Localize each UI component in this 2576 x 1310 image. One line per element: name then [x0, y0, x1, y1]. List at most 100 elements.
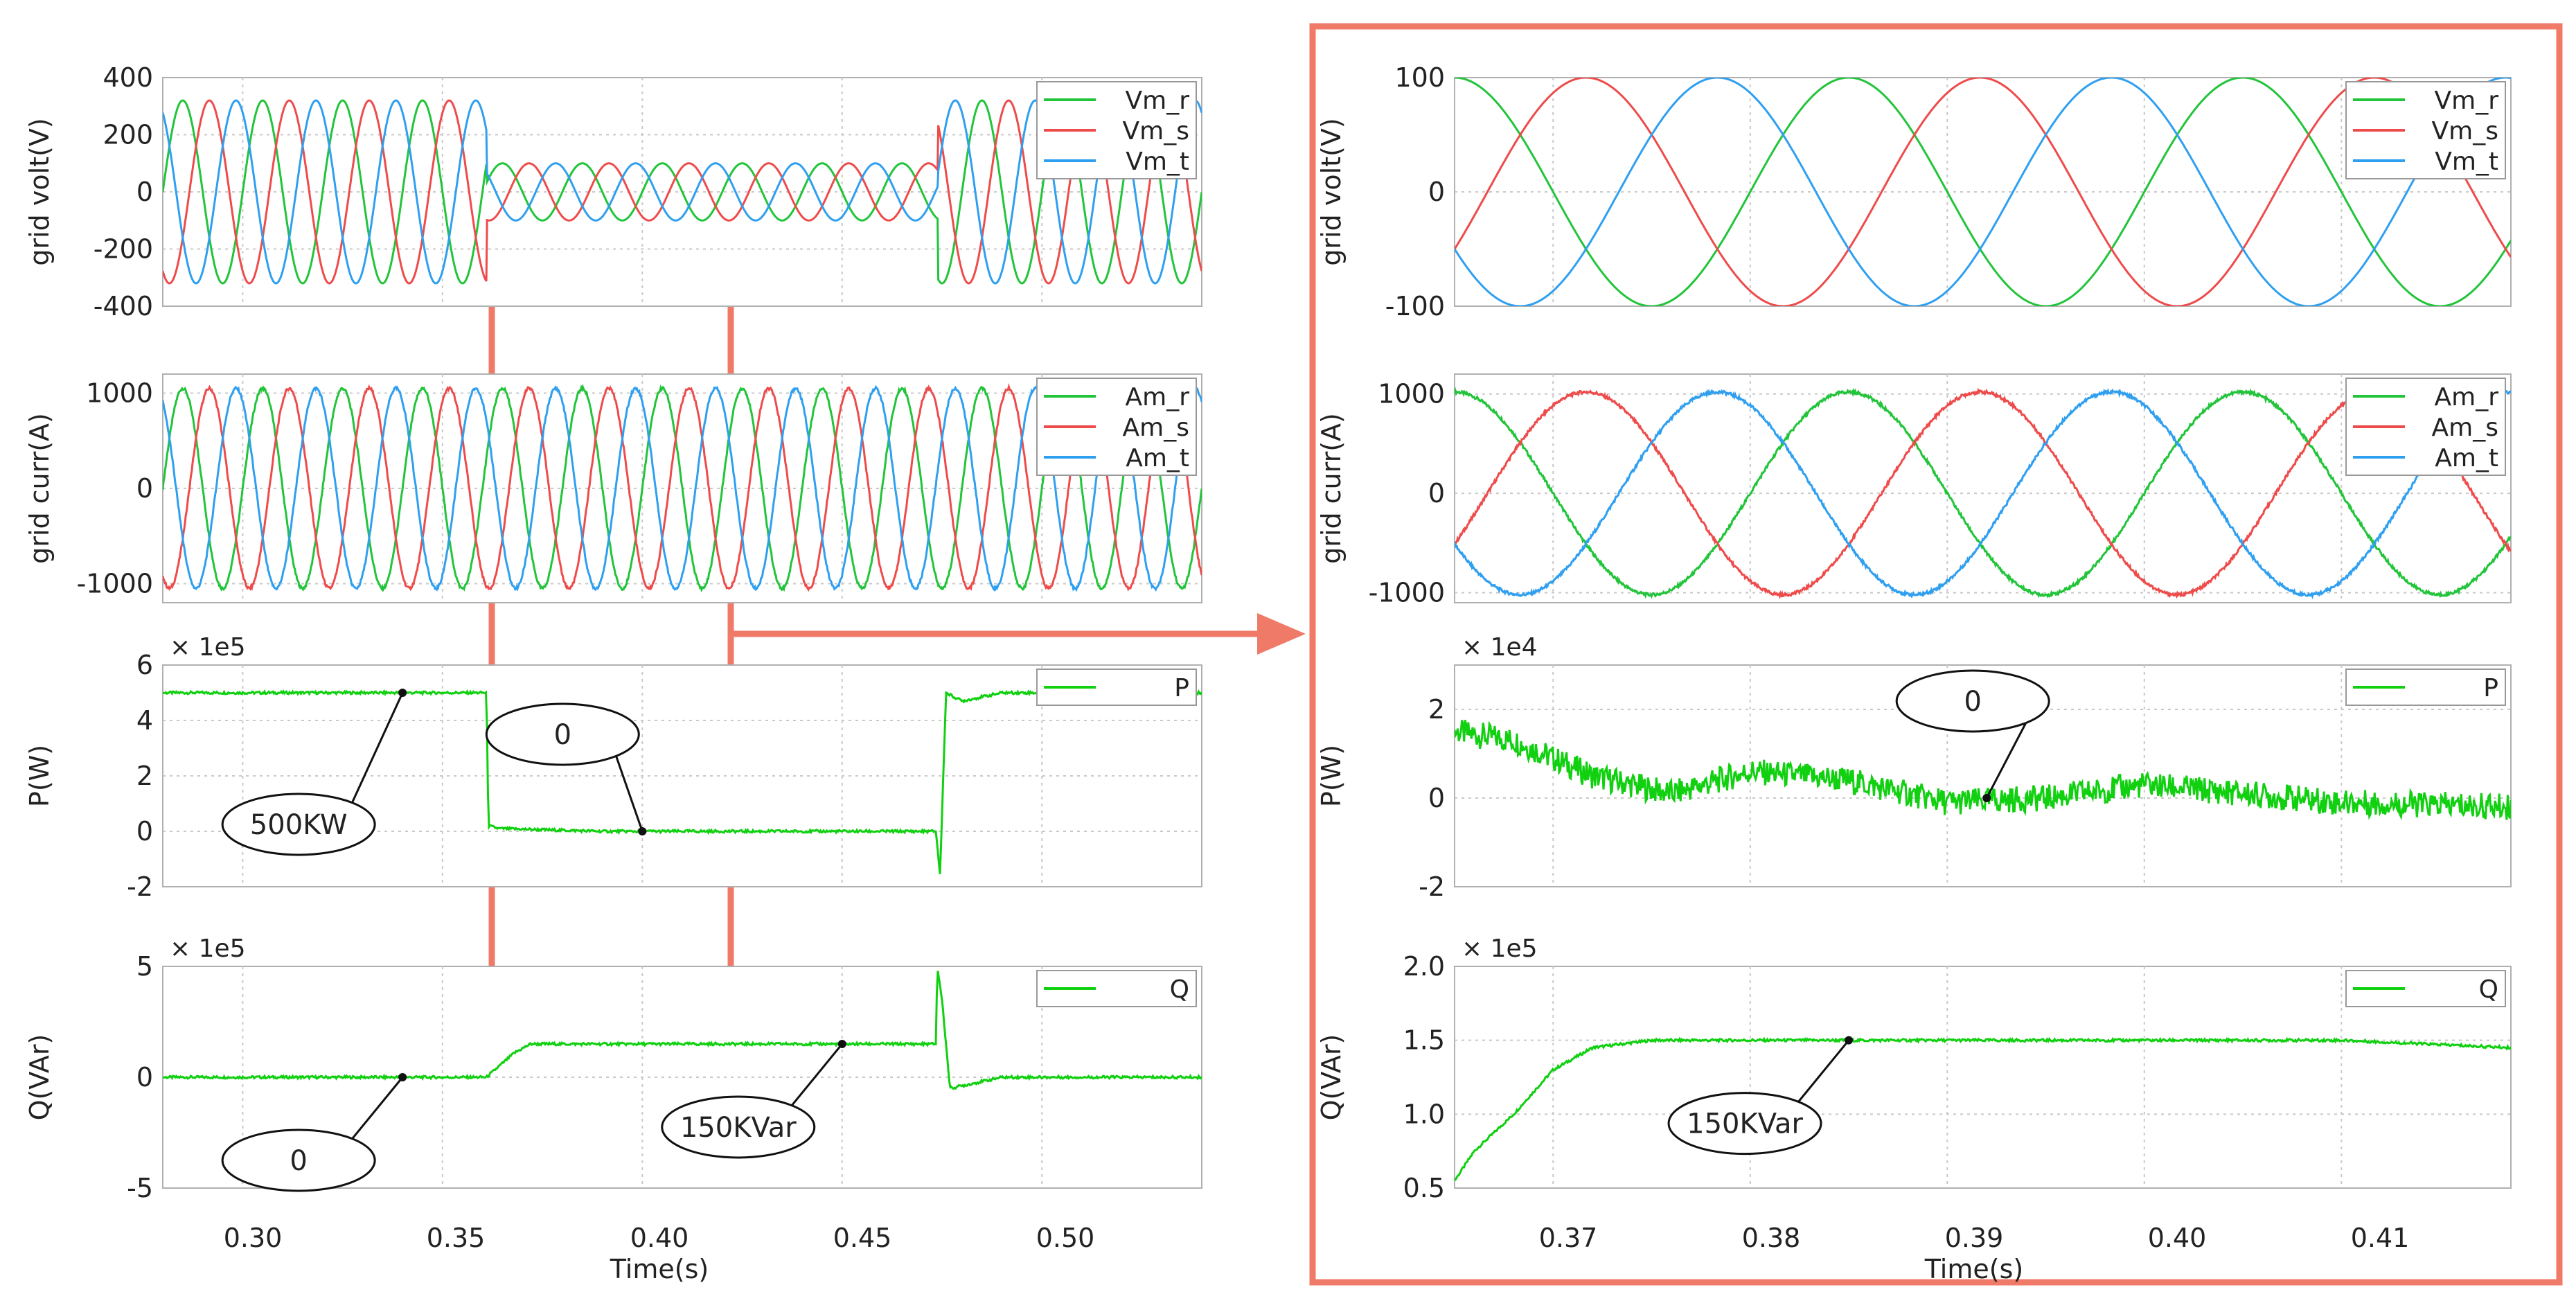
annotation-arrowhead — [1982, 794, 1991, 802]
series-line-P — [1455, 719, 2511, 821]
y-axis-title: grid curr(A) — [24, 413, 55, 564]
y-tick-label: 0 — [136, 1062, 153, 1092]
series-line-Am_r — [1455, 387, 2511, 599]
annotation-bubble — [221, 1128, 376, 1192]
plot-area — [1454, 966, 2512, 1189]
series-line-Vm_t — [1455, 78, 2511, 306]
right-x-tick: 0.40 — [2148, 1223, 2207, 1253]
y-axis-title: grid curr(A) — [1316, 413, 1347, 564]
legend-label: P — [1174, 674, 1189, 702]
legend-label: Vm_r — [2435, 87, 2499, 115]
y-tick-label: 2 — [1428, 694, 1445, 725]
zoom-arrow-head — [1257, 613, 1306, 655]
left-x-tick: 0.50 — [1036, 1223, 1095, 1253]
legend: P — [2345, 669, 2506, 706]
axis-scale-label: × 1e4 — [1462, 633, 1538, 662]
annotation-bubble — [221, 793, 376, 856]
y-tick-label: 0 — [1428, 177, 1445, 207]
annotation-bubble — [1667, 1092, 1822, 1156]
annotation-arrowhead — [837, 1040, 846, 1048]
series-line-Q — [163, 971, 1202, 1090]
y-tick-label: 6 — [136, 650, 153, 680]
zoomed-panel-frame — [1309, 23, 2563, 1286]
series-line-Am_t — [1455, 388, 2511, 600]
series-group — [163, 382, 1202, 593]
legend-label: Q — [2479, 975, 2498, 1004]
y-axis-title: P(W) — [1316, 745, 1347, 807]
y-tick-label: 0 — [1428, 478, 1445, 508]
left-x-tick: 0.35 — [427, 1223, 486, 1253]
annotation-arrowhead — [398, 689, 407, 697]
series-line-Am_s — [1455, 387, 2511, 600]
legend-label: Vm_r — [1126, 87, 1190, 115]
y-tick-label: 0 — [136, 177, 153, 207]
legend: Q — [1036, 970, 1197, 1007]
right-current-chart: 1000 0 -1000 grid curr(A) Am_r Am_sAm_t — [1316, 373, 2512, 608]
right-x-tick: 0.37 — [1539, 1223, 1598, 1253]
y-tick-label: 1000 — [86, 378, 153, 409]
series-group — [1455, 1036, 2511, 1182]
series-line-Q — [1455, 1036, 2511, 1182]
y-tick-label: -100 — [1385, 291, 1445, 321]
y-tick-label: 5 — [136, 951, 153, 982]
y-tick-label: 1000 — [1378, 379, 1445, 409]
left-voltage-chart: 400 200 0 -200 -400 grid volt(V) Vm_rVm_s Vm_t — [24, 62, 1202, 321]
legend: Vm_rVm_s Vm_t — [2345, 81, 2506, 179]
right-x-axis-title: Time(s) — [1924, 1254, 2023, 1284]
right-q-chart: 2.0 1.5 1.0 0.5 Q(VAr) × 1e5 Q 150KVar — [1316, 935, 2512, 1203]
legend-label: Am_s — [2432, 414, 2498, 442]
annotation-leader — [350, 1077, 404, 1140]
y-tick-label: 0.5 — [1403, 1173, 1445, 1203]
legend-label: Vm_s — [2432, 117, 2498, 145]
series-line-Vm_t — [163, 99, 1202, 285]
annotation-bubble — [1895, 669, 2050, 733]
y-tick-label: -5 — [127, 1173, 153, 1203]
right-x-tick: 0.39 — [1945, 1223, 2004, 1253]
series-line-Vm_r — [1455, 78, 2511, 306]
legend-label: Am_t — [1126, 444, 1189, 472]
annotation-leader — [614, 755, 643, 832]
annotation-leader — [350, 692, 404, 804]
y-tick-label: 2.0 — [1403, 951, 1445, 982]
y-tick-label: -200 — [94, 234, 153, 265]
series-line-P — [163, 689, 1202, 874]
y-tick-label: 2 — [136, 761, 153, 791]
right-voltage-chart: 100 0 -100 grid volt(V) Vm_rVm_s Vm_t — [1316, 62, 2512, 321]
legend-label: Q — [1170, 975, 1189, 1004]
annotation-bubble — [661, 1095, 816, 1159]
y-tick-label: 400 — [103, 62, 153, 93]
y-tick-label: -2 — [1419, 871, 1445, 902]
right-x-tick: 0.38 — [1742, 1223, 1801, 1253]
annotation-label: 0 — [554, 719, 571, 751]
left-x-tick: 0.40 — [630, 1223, 689, 1253]
annotation-label: 150KVar — [1687, 1108, 1803, 1140]
series-line-Am_t — [163, 384, 1202, 592]
series-line-Vm_r — [163, 99, 1202, 285]
y-axis-title: grid volt(V) — [24, 118, 55, 265]
left-q-chart: 5 0 -5 Q(VAr) × 1e5 Q 0 150KVar — [24, 935, 1202, 1203]
annotation-bubble — [485, 702, 640, 766]
y-tick-label: 0 — [1428, 783, 1445, 813]
legend-label: Vm_s — [1123, 117, 1189, 145]
axis-scale-label: × 1e5 — [1462, 935, 1538, 963]
y-tick-label: -1000 — [77, 569, 153, 599]
right-x-ticks: 0.37 0.38 0.39 0.40 0.41 — [1539, 1223, 2410, 1253]
y-tick-label: 1.5 — [1403, 1025, 1445, 1056]
series-line-Vm_s — [1455, 78, 2511, 306]
legend: P — [1036, 669, 1197, 706]
legend: Vm_rVm_s Vm_t — [1036, 81, 1197, 179]
right-p-chart: 2 0 -2 P(W) × 1e4 P 0 — [1316, 633, 2512, 902]
legend-label: Am_r — [1126, 383, 1190, 411]
legend-label: Am_r — [2435, 383, 2499, 411]
left-x-tick: 0.30 — [224, 1223, 283, 1253]
right-x-tick: 0.41 — [2351, 1223, 2410, 1253]
y-tick-label: -1000 — [1369, 578, 1445, 608]
series-group — [163, 689, 1202, 874]
axis-scale-label: × 1e5 — [170, 935, 246, 963]
series-line-Am_r — [163, 383, 1202, 593]
left-x-tick: 0.45 — [833, 1223, 892, 1253]
annotation-arrowhead — [1845, 1036, 1854, 1045]
legend-label: Vm_t — [1126, 148, 1189, 176]
left-x-ticks: 0.30 0.35 0.40 0.45 0.50 — [224, 1223, 1095, 1253]
